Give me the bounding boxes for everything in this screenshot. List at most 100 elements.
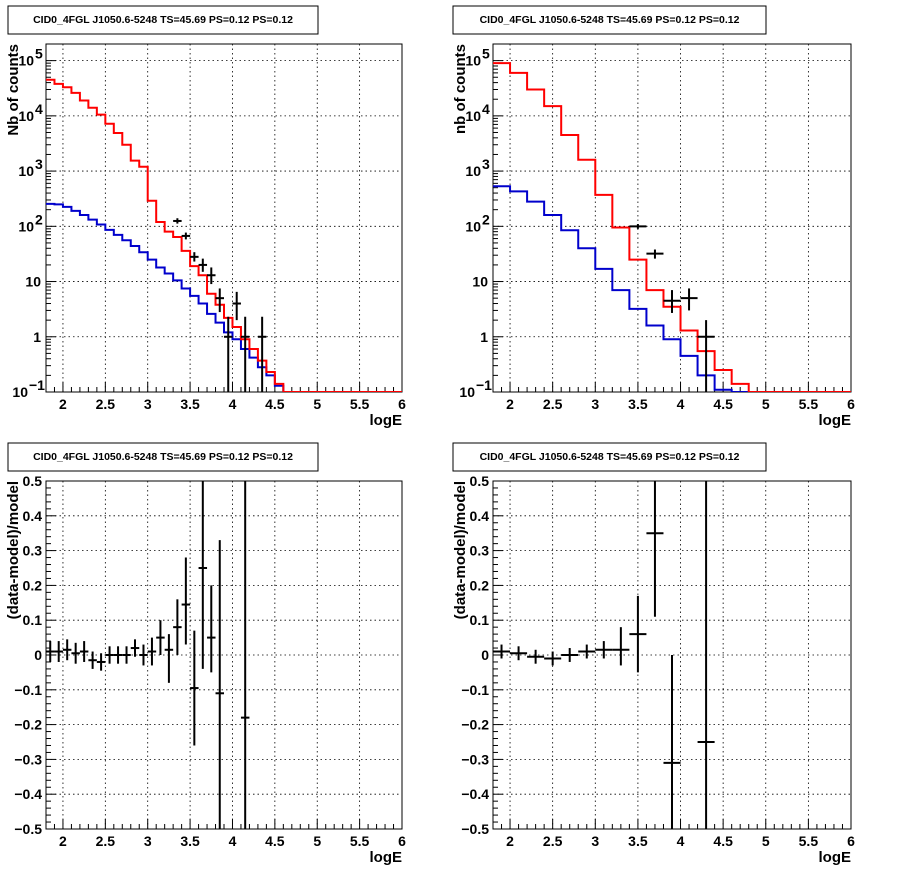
data-point <box>130 639 140 657</box>
x-tick-label: 4.5 <box>713 396 733 412</box>
grid <box>46 480 403 830</box>
data-point <box>663 655 681 829</box>
chart-title: CID0_4FGL J1050.6-5248 TS=45.69 PS=0.12 … <box>480 14 740 26</box>
x-tick-label: 2 <box>59 833 67 849</box>
data-point <box>595 641 613 659</box>
y-tick-label: 10 <box>18 108 34 124</box>
y-tick-exponent: 5 <box>35 46 43 62</box>
x-tick-label: 2.5 <box>96 396 116 412</box>
data-point <box>612 627 630 666</box>
data-point <box>113 646 123 664</box>
y-tick-label: 10 <box>18 53 34 69</box>
y-tick-label: 0 <box>481 647 489 663</box>
x-tick-label: 6 <box>398 396 406 412</box>
grid <box>493 44 852 393</box>
plot-area <box>46 481 250 829</box>
x-tick-label: 4 <box>229 833 237 849</box>
plot-area <box>493 481 715 829</box>
x-tick-label: 2.5 <box>543 396 563 412</box>
chart-panel-1: CID0_4FGL J1050.6-5248 TS=45.69 PS=0.12 … <box>5 5 406 429</box>
x-tick-label: 3.5 <box>628 833 648 849</box>
x-tick-label: 2 <box>506 396 514 412</box>
y-tick-label: −0.5 <box>14 821 42 837</box>
title-box <box>452 5 767 35</box>
data-point <box>544 651 562 666</box>
y-tick-label: −0.2 <box>14 717 42 733</box>
y-tick-exponent: −1 <box>476 377 492 393</box>
x-axis: 2 2.5 3 3.5 4 4.5 5 5.5 6 <box>492 382 855 412</box>
y-tick-label: 0.4 <box>470 508 490 524</box>
x-tick-label: 4 <box>677 833 685 849</box>
data-point <box>198 258 208 272</box>
y-tick-label: 10 <box>472 274 488 290</box>
y-tick-exponent: 4 <box>482 101 490 117</box>
y-tick-label: 10 <box>465 218 481 234</box>
chart-panel-4: CID0_4FGL J1050.6-5248 TS=45.69 PS=0.12 … <box>452 442 855 866</box>
x-axis: 2 2.5 3 3.5 4 4.5 5 5.5 6 <box>45 382 406 412</box>
data-point <box>207 585 216 673</box>
chart-title: CID0_4FGL J1050.6-5248 TS=45.69 PS=0.12 … <box>33 14 293 26</box>
data-point <box>629 595 647 673</box>
data-point <box>561 648 579 662</box>
y-tick-exponent: 3 <box>35 156 43 172</box>
x-tick-label: 5.5 <box>799 396 819 412</box>
y-tick-label: 0.1 <box>23 612 43 628</box>
data-point <box>578 644 596 659</box>
x-tick-label: 3.5 <box>180 833 200 849</box>
y-tick-label: 0.5 <box>470 473 490 489</box>
y-tick-label: −0.4 <box>461 786 489 802</box>
data-point <box>62 639 72 661</box>
data-point <box>697 320 715 392</box>
data-point <box>240 316 250 392</box>
y-tick-label: 10 <box>25 274 41 290</box>
data-point <box>493 644 511 659</box>
x-tick-label: 6 <box>847 833 855 849</box>
y-tick-label: 10 <box>18 163 34 179</box>
data-point <box>257 316 267 392</box>
x-tick-label: 3 <box>591 396 599 412</box>
x-axis: 2 2.5 3 3.5 4 4.5 5 5.5 6 <box>492 819 855 849</box>
data-point <box>164 634 174 683</box>
y-tick-label: 10 <box>465 163 481 179</box>
y-tick-label: 0.2 <box>23 577 43 593</box>
plot-frame <box>45 43 403 393</box>
data-point <box>646 481 664 617</box>
title-box <box>7 5 319 35</box>
y-tick-label: 0.2 <box>470 577 490 593</box>
data-point <box>527 649 545 664</box>
data-point <box>181 232 191 240</box>
series-source-model <box>46 202 402 392</box>
x-tick-label: 4.5 <box>265 396 285 412</box>
data-point <box>198 481 208 669</box>
data-point <box>680 288 698 311</box>
title-box <box>7 442 319 472</box>
data-point <box>190 252 199 262</box>
x-axis-title: logE <box>819 412 852 429</box>
chart-panel-3: CID0_4FGL J1050.6-5248 TS=45.69 PS=0.12 … <box>5 442 406 866</box>
x-tick-label: 6 <box>847 396 855 412</box>
y-tick-label: 0.3 <box>470 543 490 559</box>
y-axis-title: (data-model)/model <box>452 481 469 619</box>
x-tick-label: 6 <box>398 833 406 849</box>
data-point <box>190 630 199 746</box>
data-point <box>147 637 157 666</box>
data-point <box>79 641 89 662</box>
data-point <box>88 651 97 669</box>
y-tick-exponent: 3 <box>482 156 490 172</box>
x-tick-label: 5 <box>313 396 321 412</box>
chart-title: CID0_4FGL J1050.6-5248 TS=45.69 PS=0.12 … <box>33 451 293 463</box>
data-points <box>629 224 715 392</box>
series-source-model <box>493 185 851 392</box>
data-points <box>173 218 267 392</box>
x-tick-label: 3 <box>144 833 152 849</box>
data-point <box>697 481 715 829</box>
y-axis-title: Nb of counts <box>5 44 22 136</box>
y-tick-exponent: 5 <box>482 46 490 62</box>
y-tick-label: −0.3 <box>461 751 489 767</box>
x-tick-label: 2 <box>59 396 67 412</box>
y-tick-label: 10 <box>18 218 34 234</box>
data-points <box>46 481 250 829</box>
plot-area <box>493 62 851 392</box>
